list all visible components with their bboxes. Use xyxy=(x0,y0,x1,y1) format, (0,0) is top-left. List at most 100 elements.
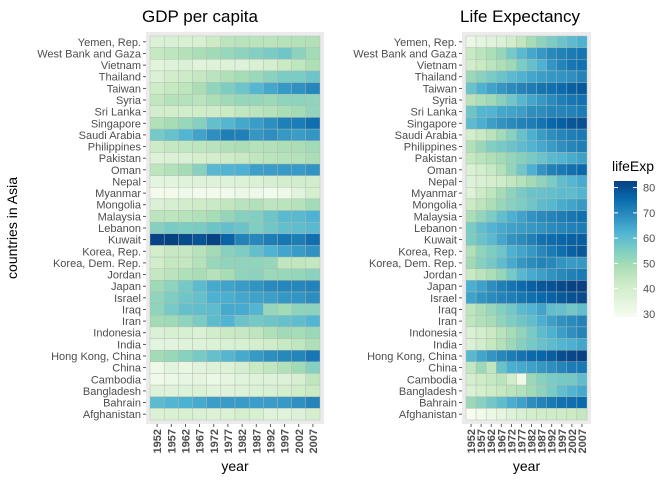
lifeexp-cell xyxy=(576,268,588,281)
gdp-y-tick-label: Vietnam xyxy=(101,60,141,72)
gdp-cell xyxy=(277,128,292,141)
gdp-cell xyxy=(178,82,193,95)
gdp-cell xyxy=(277,47,292,60)
gdp-cell xyxy=(248,291,264,304)
lifeexp-y-tick-label: Cambodia xyxy=(407,374,458,386)
gdp-cell xyxy=(248,384,264,397)
gdp-cell xyxy=(206,140,222,153)
lifeexp-cell xyxy=(475,35,487,48)
lifeexp-cell xyxy=(475,280,487,293)
gdp-cell xyxy=(234,187,250,200)
gdp-cell xyxy=(277,152,292,165)
gdp-cell xyxy=(163,152,179,165)
lifeexp-cell xyxy=(526,93,537,107)
gdp-cell xyxy=(234,70,250,83)
lifeexp-cell xyxy=(485,210,497,223)
gdp-cell xyxy=(248,163,264,176)
lifeexp-cell xyxy=(536,82,547,95)
lifeexp-y-tick-label: Mongolia xyxy=(412,200,458,212)
lifeexp-cell xyxy=(546,35,557,48)
gdp-cell xyxy=(234,82,250,95)
lifeexp-cell xyxy=(576,163,588,176)
gdp-y-tick-label: Syria xyxy=(116,95,142,107)
lifeexp-cell xyxy=(576,187,588,200)
gdp-cell xyxy=(234,408,250,421)
lifeexp-cell xyxy=(465,233,477,246)
lifeexp-cell xyxy=(475,338,487,351)
lifeexp-cell xyxy=(475,210,487,223)
gdp-cell xyxy=(149,128,165,141)
lifeexp-cell xyxy=(566,396,578,409)
gdp-cell xyxy=(220,361,236,374)
gdp-cell xyxy=(291,187,307,200)
gdp-cell xyxy=(248,303,264,316)
gdp-cell xyxy=(305,408,321,421)
gdp-cell xyxy=(163,268,179,281)
gdp-x-tick-label: 1997 xyxy=(280,429,292,453)
gdp-cell xyxy=(206,303,222,316)
gdp-cell xyxy=(206,280,222,293)
gdp-cell xyxy=(305,47,321,60)
lifeexp-cell xyxy=(576,326,588,339)
gdp-cell xyxy=(248,70,264,83)
gdp-cell xyxy=(234,233,250,246)
lifeexp-cell xyxy=(556,82,568,95)
gdp-cell xyxy=(220,221,236,235)
gdp-y-tick-label: Kuwait xyxy=(108,235,141,247)
lifeexp-cell xyxy=(496,82,507,95)
gdp-cell xyxy=(220,280,236,293)
gdp-cell xyxy=(163,349,179,363)
lifeexp-y-tick-label: Iraq xyxy=(438,304,457,316)
gdp-cell xyxy=(263,140,278,153)
lifeexp-cell xyxy=(465,117,477,130)
lifeexp-cell xyxy=(526,303,537,316)
gdp-cell xyxy=(192,70,207,83)
gdp-cell xyxy=(163,82,179,95)
gdp-cell xyxy=(263,117,278,130)
gdp-cell xyxy=(163,198,179,211)
lifeexp-cell xyxy=(465,105,477,118)
lifeexp-cell xyxy=(475,175,487,188)
gdp-cell xyxy=(163,93,179,107)
lifeexp-cell xyxy=(475,221,487,235)
lifeexp-cell xyxy=(506,93,517,107)
lifeexp-cell xyxy=(465,198,477,211)
gdp-cell xyxy=(291,384,307,397)
lifeexp-cell xyxy=(556,268,568,281)
lifeexp-cell xyxy=(566,291,578,304)
lifeexp-cell xyxy=(475,82,487,95)
gdp-y-tick-label: Nepal xyxy=(112,176,141,188)
gdp-cell xyxy=(192,384,207,397)
gdp-cell xyxy=(220,233,236,246)
gdp-cell xyxy=(248,117,264,130)
gdp-cell xyxy=(192,175,207,188)
lifeexp-cell xyxy=(576,117,588,130)
lifeexp-cell xyxy=(506,280,517,293)
lifeexp-cell xyxy=(465,128,477,141)
gdp-cell xyxy=(192,59,207,72)
gdp-cell xyxy=(149,198,165,211)
gdp-y-tick-label: Myanmar xyxy=(95,188,141,200)
gdp-x-tick-label: 1957 xyxy=(166,429,178,453)
lifeexp-cell xyxy=(465,396,477,409)
gdp-cell xyxy=(263,408,278,421)
gdp-cell xyxy=(234,303,250,316)
gdp-cell xyxy=(305,349,321,363)
gdp-cell xyxy=(305,198,321,211)
lifeexp-cell xyxy=(475,198,487,211)
lifeexp-cell xyxy=(556,361,568,374)
gdp-cell xyxy=(263,93,278,107)
gdp-cell xyxy=(206,105,222,118)
lifeexp-y-tick-label: Myanmar xyxy=(411,188,457,200)
lifeexp-cell xyxy=(536,408,547,421)
lifeexp-cell xyxy=(496,280,507,293)
gdp-cell xyxy=(277,187,292,200)
lifeexp-cell xyxy=(566,47,578,60)
gdp-y-tick-label: Thailand xyxy=(99,72,141,84)
gdp-y-tick-label: Cambodia xyxy=(91,374,142,386)
lifeexp-cell xyxy=(516,303,527,316)
lifeexp-cell xyxy=(496,140,507,153)
gdp-cell xyxy=(305,221,321,235)
gdp-cell xyxy=(149,82,165,95)
